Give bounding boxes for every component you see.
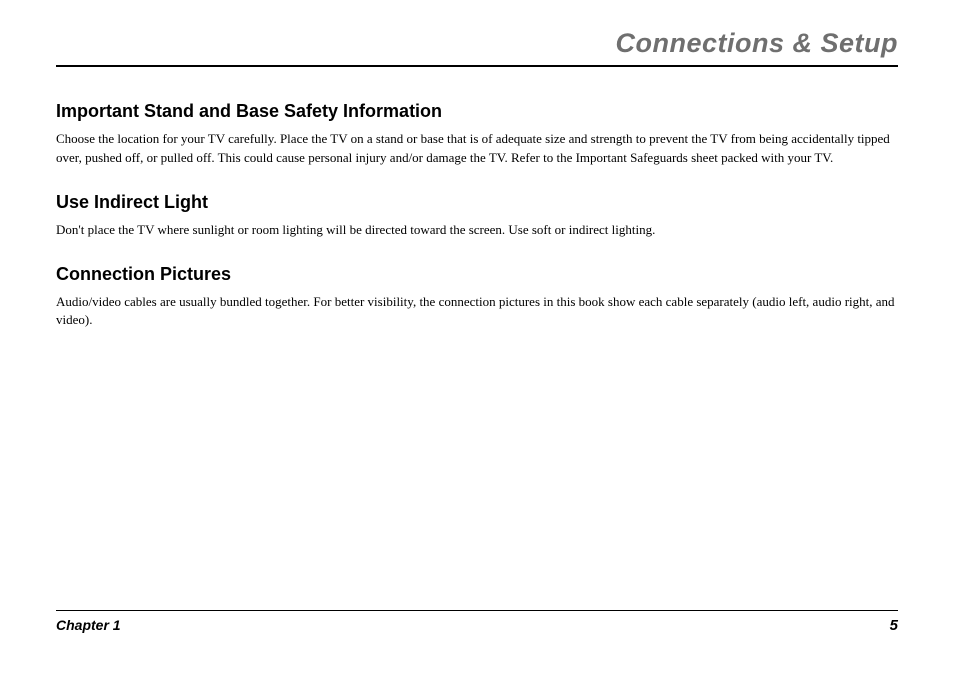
footer-row: Chapter 1 5 [56, 617, 898, 634]
section-heading: Connection Pictures [56, 264, 898, 285]
footer-chapter-label: Chapter 1 [56, 617, 121, 633]
section-body: Audio/video cables are usually bundled t… [56, 293, 898, 331]
footer-rule [56, 610, 898, 611]
section-body: Don't place the TV where sunlight or roo… [56, 221, 898, 240]
page-footer: Chapter 1 5 [56, 610, 898, 634]
section-body: Choose the location for your TV carefull… [56, 130, 898, 168]
page-header-title: Connections & Setup [56, 28, 898, 59]
section-heading: Use Indirect Light [56, 192, 898, 213]
header-rule [56, 65, 898, 67]
document-page: Connections & Setup Important Stand and … [0, 0, 954, 674]
section-heading: Important Stand and Base Safety Informat… [56, 101, 898, 122]
footer-page-number: 5 [890, 617, 898, 634]
